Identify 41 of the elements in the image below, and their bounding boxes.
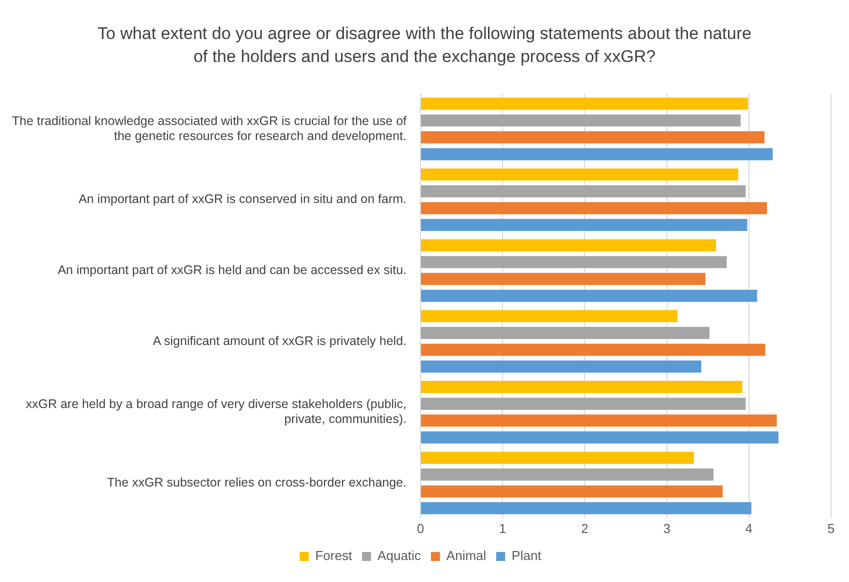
bar xyxy=(421,326,710,340)
bar xyxy=(421,360,702,373)
bar xyxy=(421,168,738,181)
bar xyxy=(421,185,746,198)
legend-label: Plant xyxy=(512,548,542,564)
bar xyxy=(421,452,694,464)
bar xyxy=(421,310,678,322)
x-tick-label: 0 xyxy=(416,520,424,536)
bar xyxy=(421,485,723,498)
bar xyxy=(421,239,716,252)
y-tick-label: An important part of xxGR is conserved in situ and on farm. xyxy=(78,192,406,206)
bar xyxy=(421,290,758,302)
bar xyxy=(421,272,706,286)
y-tick-label: xxGR are held by a broad range of very diverse stakeholders (public, private, communities). xyxy=(26,397,406,426)
bar xyxy=(421,202,767,214)
bar xyxy=(421,431,778,444)
y-tick-label: The xxGR subsector relies on cross-border exchange. xyxy=(107,475,406,490)
bar xyxy=(421,131,764,144)
bar xyxy=(421,380,742,393)
bar xyxy=(421,218,748,232)
y-tick-label: An important part of xxGR is held and can be accessed ex situ. xyxy=(58,262,406,277)
y-tick-label: A significant amount of xxGR is privately held. xyxy=(152,334,406,348)
y-tick-label: The traditional knowledge associated with xxGR is crucial for the use of the genetic resources for research and development. xyxy=(12,114,408,143)
bar xyxy=(421,256,727,268)
x-tick-label: 4 xyxy=(745,520,753,536)
bar xyxy=(421,344,766,356)
chart-title: To what extent do you agree or disagree with the following statements about the nature of the holders and users and the exchange process of xxGR? xyxy=(96,23,752,68)
x-tick-label: 1 xyxy=(498,520,506,536)
x-tick-label: 5 xyxy=(827,520,835,536)
legend-label: Aquatic xyxy=(378,548,422,564)
bar xyxy=(421,114,741,127)
x-tick-label: 3 xyxy=(663,520,670,536)
legend-label: Forest xyxy=(315,548,352,564)
bar xyxy=(421,414,777,427)
bar xyxy=(421,502,752,514)
bar xyxy=(421,468,714,481)
bar xyxy=(421,398,746,410)
bar xyxy=(421,148,773,160)
x-tick-label: 2 xyxy=(581,520,588,536)
legend-label: Animal xyxy=(446,548,486,564)
bar xyxy=(421,98,748,110)
